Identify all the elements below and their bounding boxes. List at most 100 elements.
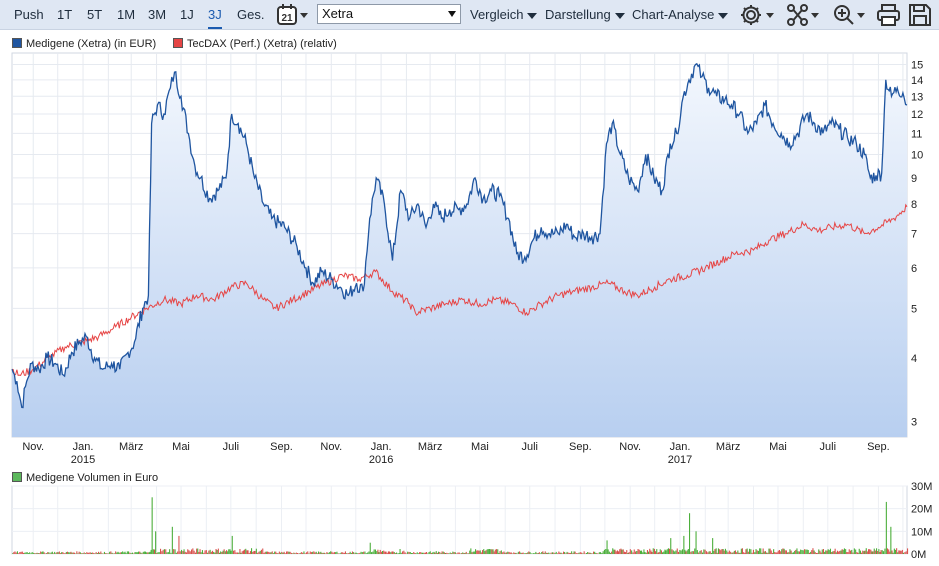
volume-bar: [404, 552, 406, 554]
period-1j[interactable]: 1J: [180, 7, 194, 22]
volume-bar: [54, 551, 56, 554]
volume-bar: [768, 548, 770, 554]
period-1t[interactable]: 1T: [57, 7, 73, 22]
volume-bar: [123, 552, 125, 554]
volume-bar: [897, 552, 899, 554]
volume-bar: [457, 552, 459, 554]
print-icon[interactable]: [876, 3, 902, 27]
x-year-label: 2015: [71, 454, 95, 466]
volume-bar: [662, 552, 664, 554]
volume-bar: [114, 553, 116, 554]
volume-bar: [902, 552, 904, 554]
calendar-icon[interactable]: 21: [276, 3, 310, 27]
volume-bar: [855, 549, 857, 554]
volume-bar: [833, 551, 835, 554]
volume-bar: [681, 549, 683, 554]
volume-bar: [683, 535, 685, 554]
menu-darstellung[interactable]: Darstellung: [545, 0, 625, 30]
volume-bar: [167, 552, 169, 554]
volume-bar: [669, 548, 671, 554]
volume-bar: [179, 551, 181, 554]
volume-bar: [541, 552, 543, 554]
volume-bar: [692, 551, 694, 554]
period-3m[interactable]: 3M: [148, 7, 167, 22]
volume-bar: [30, 553, 32, 554]
volume-bar: [623, 551, 625, 554]
volume-bar: [126, 551, 128, 554]
volume-bar: [118, 552, 120, 554]
volume-bar: [347, 553, 349, 554]
volume-bar: [171, 526, 173, 554]
chevron-down-icon: [448, 11, 456, 17]
volume-bar: [805, 549, 807, 554]
volume-bar: [92, 552, 94, 554]
volume-bar: [827, 549, 829, 554]
volume-bar: [476, 550, 478, 554]
y-tick-label: 11: [911, 128, 922, 140]
volume-bar: [724, 548, 726, 554]
volume-bar: [657, 552, 659, 554]
volume-bar: [873, 548, 875, 554]
volume-bar: [65, 552, 67, 554]
volume-bar: [719, 549, 721, 554]
volume-bar: [15, 552, 17, 554]
volume-bar: [709, 551, 711, 554]
menu-vergleich[interactable]: Vergleich: [470, 0, 538, 30]
period-5t[interactable]: 5T: [87, 7, 103, 22]
period-ges[interactable]: Ges.: [237, 7, 265, 22]
period-push[interactable]: Push: [14, 7, 44, 22]
volume-bar: [874, 550, 876, 554]
volume-bar: [436, 552, 438, 554]
volume-bar: [280, 552, 282, 554]
volume-bar: [357, 553, 359, 554]
volume-bar: [343, 552, 345, 554]
share-network-icon[interactable]: [786, 3, 822, 27]
volume-bar: [378, 552, 380, 554]
volume-bar: [337, 553, 339, 554]
volume-bar: [847, 552, 849, 554]
volume-y-tick-label: 30M: [911, 481, 932, 493]
legend-swatch-series1: [12, 38, 22, 48]
volume-bar: [628, 552, 630, 554]
volume-bar: [626, 550, 628, 554]
volume-bar: [615, 551, 617, 554]
legend-swatch-volume: [12, 472, 22, 482]
volume-bar: [831, 552, 833, 554]
volume-bar: [755, 549, 757, 554]
volume-bar: [791, 552, 793, 554]
settings-icon[interactable]: [740, 3, 776, 27]
volume-bar: [524, 553, 526, 554]
volume-bar: [619, 549, 621, 554]
volume-bar: [153, 549, 155, 554]
volume-bar: [815, 553, 817, 554]
volume-bar: [386, 552, 388, 554]
menu-chart-analyse[interactable]: Chart-Analyse: [632, 0, 729, 30]
zoom-in-icon[interactable]: [832, 3, 868, 27]
volume-bar: [335, 552, 337, 554]
volume-bar: [41, 551, 43, 554]
volume-bar: [644, 552, 646, 554]
volume-bar: [825, 550, 827, 554]
volume-bar: [838, 551, 840, 554]
period-3j[interactable]: 3J: [208, 0, 222, 29]
volume-bar: [70, 551, 72, 554]
volume-bar: [892, 552, 894, 554]
save-icon[interactable]: [908, 3, 939, 27]
volume-bar: [811, 550, 813, 554]
volume-bar: [888, 549, 890, 554]
volume-bar: [866, 551, 868, 554]
volume-bar: [554, 553, 556, 554]
volume-bar: [808, 552, 810, 554]
volume-bar: [415, 553, 417, 554]
volume-bar: [23, 552, 25, 554]
volume-bar: [405, 553, 407, 554]
volume-bar: [314, 552, 316, 554]
period-1m[interactable]: 1M: [117, 7, 136, 22]
volume-bar: [342, 552, 344, 554]
volume-bar: [36, 552, 38, 554]
x-tick-label: Juli: [223, 441, 240, 453]
exchange-select[interactable]: Xetra: [317, 4, 461, 24]
volume-bar: [763, 551, 765, 554]
volume-bar: [288, 551, 290, 554]
volume-bar: [130, 553, 132, 554]
